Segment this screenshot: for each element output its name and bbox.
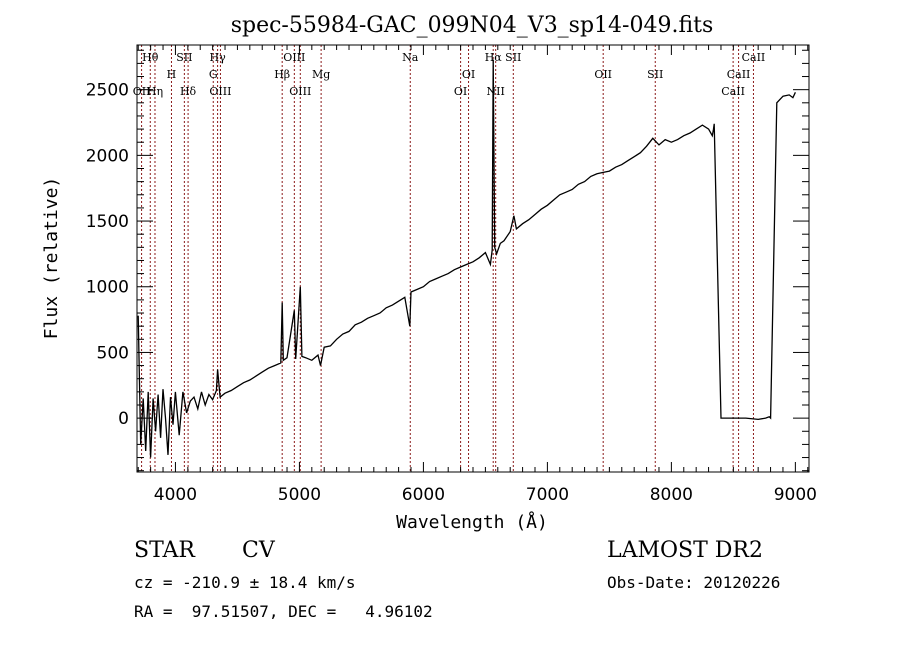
line-marker-label: Hθ <box>142 51 159 64</box>
observation-date: Obs-Date: 20120226 <box>607 573 781 592</box>
line-marker-label: Na <box>402 51 419 64</box>
spectrum-line <box>137 59 796 458</box>
plot-frame <box>136 44 810 473</box>
object-subclass: CV <box>242 538 275 563</box>
line-marker-label: OII <box>594 68 612 81</box>
line-marker-label: OII <box>133 85 151 98</box>
line-marker-label: SII <box>176 51 192 64</box>
y-tick-label: 2000 <box>86 146 129 166</box>
line-marker-label: OIII <box>283 51 305 64</box>
redshift-velocity: cz = -210.9 ± 18.4 km/s <box>134 573 356 592</box>
y-tick-label: 1000 <box>86 278 129 298</box>
line-marker-label: H <box>167 68 177 81</box>
x-tick-label: 6000 <box>402 485 445 505</box>
line-marker-label: CaII <box>721 85 745 98</box>
line-marker-label: Hδ <box>180 85 197 98</box>
line-marker-label: OI <box>462 68 475 81</box>
line-marker-label: SII <box>505 51 521 64</box>
line-markers <box>141 45 754 472</box>
x-axis-ticks: 4000 5000 6000 7000 8000 9000 <box>137 45 817 505</box>
y-tick-label: 1500 <box>86 212 129 232</box>
line-marker-label: CaII <box>742 51 766 64</box>
line-marker-label: NII <box>487 85 505 98</box>
y-tick-label: 2500 <box>86 81 129 101</box>
y-tick-label: 0 <box>118 409 129 429</box>
chart-title: spec-55984-GAC_099N04_V3_sp14-049.fits <box>231 13 714 38</box>
x-tick-label: 4000 <box>154 485 197 505</box>
line-marker-label: OIII <box>289 85 311 98</box>
line-marker-label: Hη <box>147 85 163 98</box>
line-marker-label: OIII <box>209 85 231 98</box>
line-marker-label: G <box>209 68 218 81</box>
line-marker-label: Mg <box>312 68 330 81</box>
line-marker-label: SII <box>647 68 663 81</box>
coordinates: RA = 97.51507, DEC = 4.96102 <box>134 602 433 621</box>
x-tick-label: 9000 <box>774 485 817 505</box>
x-tick-label: 8000 <box>650 485 693 505</box>
survey-name: LAMOST DR2 <box>607 538 763 563</box>
y-axis-ticks: 0 500 1000 1500 2000 2500 <box>86 49 809 472</box>
line-marker-label: Hα <box>485 51 503 64</box>
x-tick-label: 5000 <box>278 485 321 505</box>
line-marker-labels: HθHηOIIHSIIHδHγGOIIIOIIIHβOIIIMgNaOIOIHα… <box>133 51 766 98</box>
object-class: STAR <box>134 538 195 563</box>
line-marker-label: CaII <box>727 68 751 81</box>
line-marker-label: Hβ <box>274 68 290 81</box>
line-marker-label: OI <box>454 85 467 98</box>
y-tick-label: 500 <box>97 343 129 363</box>
x-axis-label: Wavelength (Å) <box>396 511 548 533</box>
x-tick-label: 7000 <box>526 485 569 505</box>
y-axis-label: Flux (relative) <box>41 177 62 340</box>
line-marker-label: Hγ <box>210 51 227 64</box>
